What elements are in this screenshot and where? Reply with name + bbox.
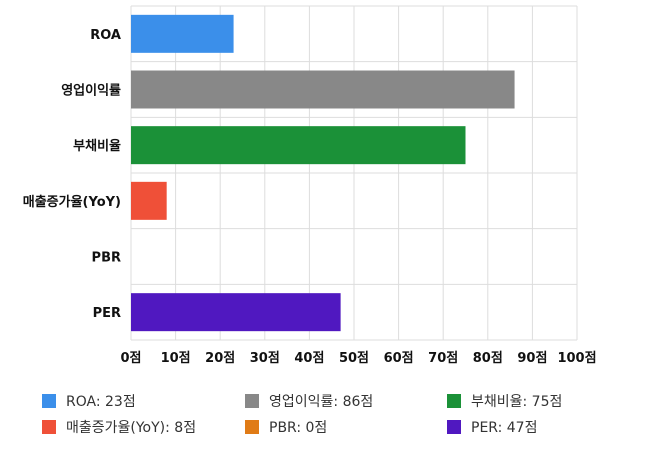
y-tick-label: PBR: [92, 251, 121, 266]
legend-swatch: [245, 394, 259, 408]
legend-label: PER: 47점: [471, 420, 538, 436]
bar: [131, 293, 341, 332]
legend-item: PBR: 0점: [245, 417, 327, 437]
x-tick-label: 40점: [294, 351, 324, 366]
legend-label: 매출증가율(YoY): 8점: [66, 420, 197, 436]
legend-swatch: [42, 394, 56, 408]
legend-item: 부채비율: 75점: [447, 391, 562, 411]
y-tick-label: PER: [93, 306, 121, 321]
x-tick-label: 70점: [428, 351, 458, 366]
x-tick-label: 0점: [120, 351, 141, 366]
y-tick-label: 매출증가율(YoY): [23, 194, 121, 210]
legend-swatch: [245, 420, 259, 434]
x-tick-label: 90점: [517, 351, 547, 366]
y-tick-label: 영업이익률: [61, 83, 121, 99]
legend-label: PBR: 0점: [269, 420, 328, 436]
x-axis-labels: 0점 10점 20점 30점 40점 50점 60점 70점 80점 90점 100점: [120, 351, 596, 366]
y-tick-label: 부채비율: [73, 138, 121, 154]
bars: [131, 14, 515, 332]
grid-lines: [130, 5, 578, 341]
legend-item: ROA: 23점: [42, 391, 136, 411]
legend-swatch: [42, 420, 56, 434]
x-tick-label: 30점: [250, 351, 280, 366]
bar: [131, 14, 234, 53]
legend-swatch: [447, 420, 461, 434]
legend-swatch: [447, 394, 461, 408]
bar: [131, 181, 167, 220]
x-tick-label: 60점: [384, 351, 414, 366]
legend-label: 영업이익률: 86점: [269, 394, 374, 410]
legend-item: 영업이익률: 86점: [245, 391, 373, 411]
legend-item: PER: 47점: [447, 417, 537, 437]
x-tick-label: 50점: [339, 351, 369, 366]
y-tick-label: ROA: [90, 28, 121, 43]
legend-label: 부채비율: 75점: [471, 394, 563, 410]
x-tick-label: 10점: [161, 351, 191, 366]
x-tick-label: 80점: [473, 351, 503, 366]
x-tick-label: 100점: [557, 351, 596, 366]
legend-label: ROA: 23점: [66, 394, 136, 410]
bar: [131, 126, 466, 165]
x-tick-label: 20점: [205, 351, 235, 366]
legend-item: 매출증가율(YoY): 8점: [42, 417, 196, 437]
bar: [131, 70, 515, 109]
